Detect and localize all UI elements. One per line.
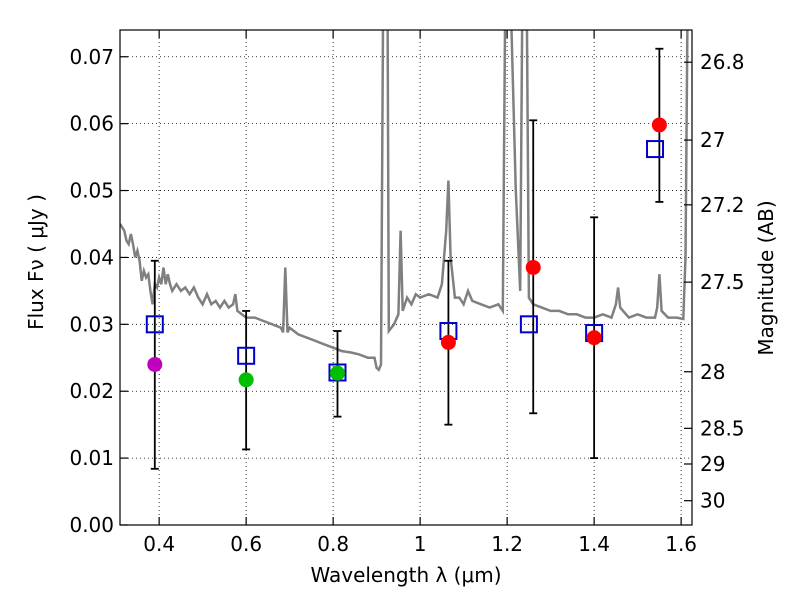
x-tick-label: 1.2	[491, 532, 523, 556]
right-tick-label: 28	[700, 360, 725, 384]
y-tick-labels: 0.00 0.01 0.02 0.03 0.04 0.05 0.06 0.07	[69, 45, 114, 537]
observed-point	[329, 365, 345, 381]
model-square	[519, 315, 538, 334]
right-axis-label: Magnitude (AB)	[754, 200, 778, 355]
y-tick-label: 0.03	[69, 312, 114, 336]
right-tick-label: 27.2	[700, 193, 745, 217]
observed-point	[651, 117, 667, 133]
right-tick-label: 27.5	[700, 270, 745, 294]
observed-point	[586, 330, 602, 346]
x-axis-label: Wavelength λ (μm)	[310, 563, 501, 587]
observed-point	[440, 334, 456, 350]
model-square	[237, 346, 256, 365]
y-tick-label: 0.05	[69, 179, 114, 203]
observed-points	[147, 117, 667, 388]
grid	[120, 30, 692, 525]
y-tick-label: 0.07	[69, 45, 114, 69]
model-square	[145, 315, 164, 334]
x-tick-labels: 0.4 0.6 0.8 1 1.2 1.4 1.6	[143, 532, 697, 556]
right-tick-label: 29	[700, 452, 725, 476]
model-square	[646, 140, 665, 159]
error-bars	[150, 47, 664, 470]
right-tick-label: 30	[700, 489, 725, 513]
y-tick-label: 0.04	[69, 245, 114, 269]
x-tick-label: 1.4	[578, 532, 610, 556]
observed-point	[238, 372, 254, 388]
y-tick-label: 0.01	[69, 446, 114, 470]
x-tick-label: 1.6	[665, 532, 697, 556]
model-squares	[145, 140, 665, 382]
x-tick-label: 0.8	[317, 532, 349, 556]
y-tick-label: 0.00	[69, 513, 114, 537]
y-axis-label: Flux Fν ( μJy )	[24, 194, 48, 330]
x-tick-label: 1	[414, 532, 427, 556]
plot-frame	[119, 29, 693, 526]
spectrum-line	[120, 30, 689, 372]
y-tick-label: 0.02	[69, 379, 114, 403]
right-tick-label: 26.8	[700, 50, 745, 74]
right-tick-label: 28.5	[700, 416, 745, 440]
y-tick-label: 0.06	[69, 112, 114, 136]
x-tick-label: 0.4	[143, 532, 175, 556]
x-tick-label: 0.6	[230, 532, 262, 556]
observed-point	[147, 356, 163, 372]
right-tick-labels: 26.8 27 27.2 27.5 28 28.5 29 30	[700, 50, 745, 512]
observed-point	[525, 259, 541, 275]
tick-marks	[120, 30, 692, 526]
right-tick-label: 27	[700, 128, 725, 152]
